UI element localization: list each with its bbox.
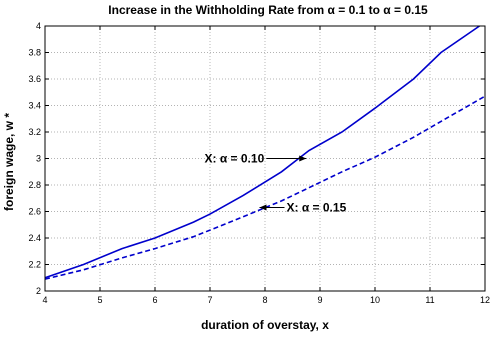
y-tick-label: 3 — [36, 154, 41, 164]
y-tick-label: 3.2 — [28, 127, 41, 137]
x-tick-label: 9 — [317, 295, 322, 305]
y-axis-label: foreign wage, w * — [2, 113, 16, 211]
x-axis-label: duration of overstay, x — [201, 318, 329, 332]
y-tick-label: 3.8 — [28, 48, 41, 58]
x-tick-label: 12 — [480, 295, 490, 305]
y-tick-label: 3.6 — [28, 74, 41, 84]
series-layer — [44, 25, 486, 280]
x-tick-label: 11 — [425, 295, 434, 305]
annotation-arrow-head — [259, 204, 267, 211]
y-tick-label: 2.8 — [28, 180, 41, 190]
annotation-label: X: α = 0.10 — [205, 152, 265, 166]
y-tick-label: 2.6 — [28, 207, 41, 217]
annotation-label: X: α = 0.15 — [287, 201, 347, 215]
x-tick-label: 4 — [42, 295, 47, 305]
grid — [45, 26, 485, 291]
y-tick-label: 2.2 — [28, 260, 41, 270]
ticks: 4 5 6 7 8 9 10 11 12 2 2.2 2.4 2.6 2.8 3 3.2 3.4 3.6 3.8 4 — [28, 21, 490, 305]
y-tick-label: 4 — [36, 21, 41, 31]
x-tick-label: 10 — [370, 295, 380, 305]
x-tick-label: 8 — [262, 295, 267, 305]
y-tick-label: 2 — [36, 286, 41, 296]
annotation-layer: X: α = 0.10 X: α = 0.15 — [205, 152, 347, 215]
x-tick-label: 6 — [152, 295, 157, 305]
y-tick-label: 3.4 — [28, 101, 41, 111]
x-tick-label: 5 — [97, 295, 102, 305]
series-line-2 — [44, 95, 486, 280]
annotation-arrow-head — [299, 155, 307, 162]
chart-title: Increase in the Withholding Rate from α … — [108, 3, 428, 17]
x-tick-label: 7 — [207, 295, 212, 305]
y-tick-label: 2.4 — [28, 233, 41, 243]
series-line-1 — [44, 25, 480, 279]
